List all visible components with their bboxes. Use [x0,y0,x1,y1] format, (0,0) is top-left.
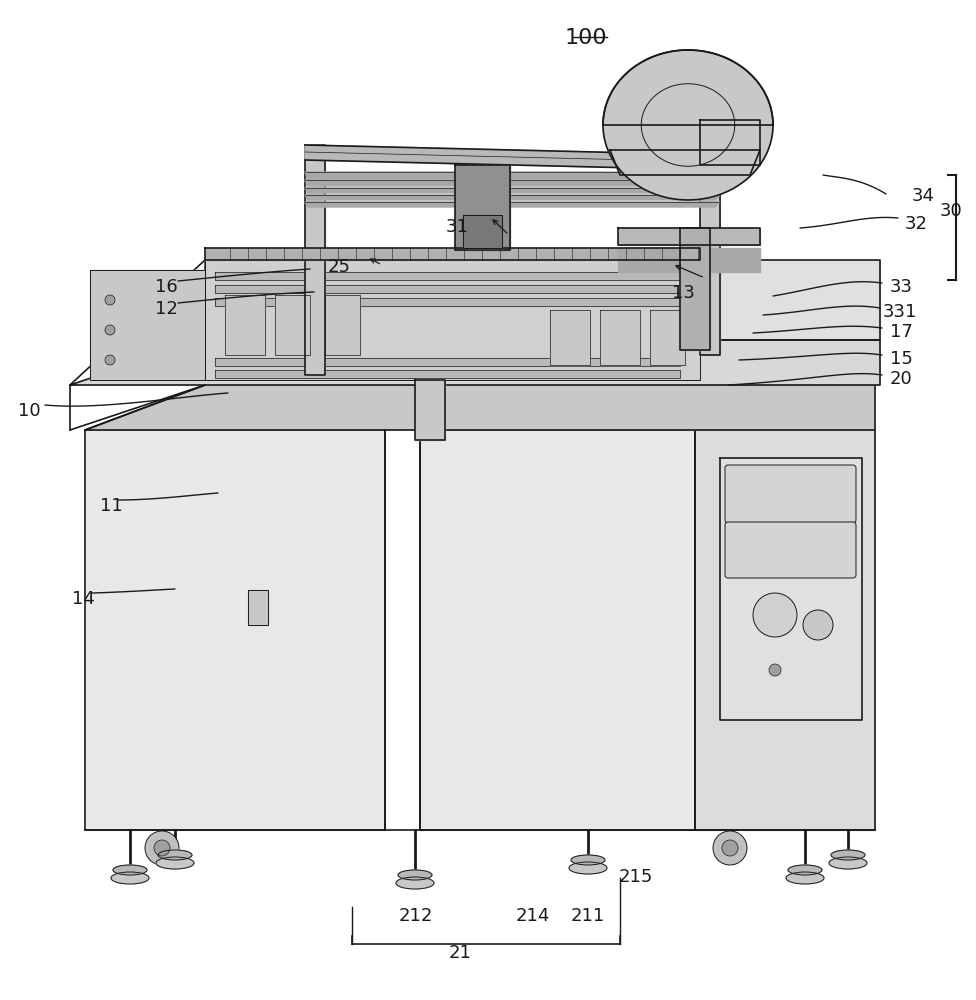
Ellipse shape [396,877,434,889]
Polygon shape [603,50,773,125]
Polygon shape [618,263,760,267]
Polygon shape [215,298,680,306]
Polygon shape [463,215,502,248]
Circle shape [713,831,747,865]
Polygon shape [618,228,760,245]
Polygon shape [455,165,510,250]
Polygon shape [215,370,680,378]
Polygon shape [618,268,760,272]
Polygon shape [305,172,720,179]
Text: 21: 21 [449,944,471,962]
Polygon shape [70,340,880,385]
Polygon shape [325,295,360,355]
Polygon shape [85,385,875,430]
Circle shape [105,355,115,365]
Polygon shape [205,260,880,340]
Text: 214: 214 [516,907,550,925]
Ellipse shape [788,865,822,875]
Polygon shape [618,258,760,262]
Polygon shape [205,248,700,260]
Text: 16: 16 [155,278,178,296]
Circle shape [769,664,781,676]
Polygon shape [700,155,720,355]
Polygon shape [420,430,695,830]
Polygon shape [680,228,710,350]
Polygon shape [720,458,862,720]
Text: 215: 215 [619,868,653,886]
Polygon shape [305,188,720,193]
Text: 15: 15 [890,350,913,368]
Ellipse shape [113,865,147,875]
Text: 212: 212 [399,907,433,925]
Text: 25: 25 [328,258,351,276]
Ellipse shape [831,850,865,860]
Polygon shape [85,430,385,830]
Polygon shape [618,248,760,252]
Polygon shape [305,180,720,186]
Polygon shape [90,270,205,380]
Polygon shape [600,310,640,365]
Polygon shape [248,590,268,625]
Polygon shape [305,202,720,207]
Text: 34: 34 [912,187,935,205]
Text: 331: 331 [883,303,917,321]
Circle shape [154,840,170,856]
Text: 33: 33 [890,278,913,296]
Circle shape [105,295,115,305]
Text: 32: 32 [905,215,928,233]
Polygon shape [215,358,680,366]
Polygon shape [610,150,760,175]
Ellipse shape [569,862,607,874]
Text: 12: 12 [155,300,178,318]
Polygon shape [618,253,760,257]
Text: 211: 211 [571,907,605,925]
FancyBboxPatch shape [725,465,856,523]
Text: 20: 20 [890,370,913,388]
Ellipse shape [158,850,192,860]
Text: 10: 10 [18,402,41,420]
Ellipse shape [829,857,867,869]
Circle shape [803,610,833,640]
Polygon shape [700,120,760,165]
Ellipse shape [398,870,432,880]
Circle shape [145,831,179,865]
Ellipse shape [571,855,605,865]
Ellipse shape [111,872,149,884]
Polygon shape [275,295,310,355]
Ellipse shape [786,872,824,884]
Polygon shape [305,145,720,170]
Polygon shape [415,380,445,440]
Circle shape [753,593,797,637]
Polygon shape [215,285,680,293]
Ellipse shape [156,857,194,869]
Polygon shape [650,310,685,365]
FancyBboxPatch shape [725,522,856,578]
Text: 14: 14 [72,590,95,608]
Polygon shape [215,272,680,280]
Circle shape [722,840,738,856]
Polygon shape [205,260,700,380]
Text: 100: 100 [565,28,607,48]
Text: 30: 30 [940,202,962,220]
Text: 11: 11 [100,497,123,515]
Polygon shape [550,310,590,365]
Text: 13: 13 [672,284,695,302]
Circle shape [105,325,115,335]
Polygon shape [305,145,325,375]
Polygon shape [225,295,265,355]
Text: 17: 17 [890,323,913,341]
Text: 31: 31 [446,218,468,236]
Polygon shape [305,195,720,200]
Polygon shape [603,50,773,200]
Polygon shape [695,430,875,830]
